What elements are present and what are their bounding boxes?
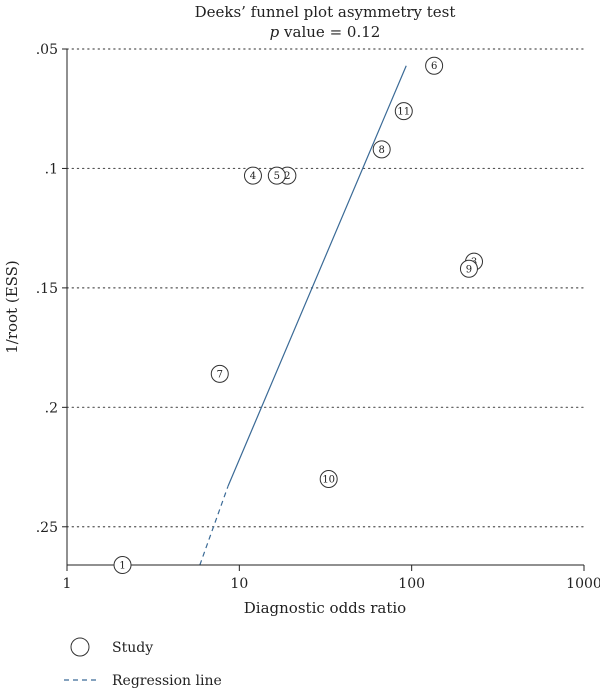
study-label-2: 2 — [284, 171, 290, 182]
study-marker-5 — [267, 166, 286, 185]
study-point-8: 8 — [372, 140, 391, 159]
y-tick-label-1: .1 — [45, 161, 58, 177]
study-label-9: 9 — [466, 264, 472, 275]
legend: Study Regression line — [64, 637, 222, 689]
study-label-8: 8 — [379, 145, 385, 156]
study-marker-6 — [425, 56, 444, 75]
study-point-5: 5 — [267, 166, 286, 185]
y-tick-label-0: .05 — [36, 42, 58, 58]
study-marker-8 — [372, 140, 391, 159]
study-marker-9 — [459, 259, 478, 278]
grid-lines — [66, 48, 585, 528]
study-marker-11 — [394, 102, 413, 121]
regression-solid-segment — [227, 65, 407, 487]
y-tick-label-3: .2 — [45, 400, 58, 416]
study-point-9: 9 — [459, 259, 478, 278]
study-marker-10 — [319, 470, 338, 488]
x-tick-label-1: 10 — [230, 576, 248, 592]
regression-line — [199, 65, 407, 566]
study-point-7: 7 — [210, 364, 229, 383]
legend-study-marker — [70, 637, 90, 657]
subtitle-value: value = 0.12 — [279, 23, 380, 41]
study-label-10: 10 — [322, 475, 335, 486]
x-tick-label-0: 1 — [63, 576, 72, 592]
chart-subtitle: p value = 0.12 — [270, 23, 381, 41]
x-tick-label-3: 1000 — [566, 576, 600, 592]
legend-regression-label: Regression line — [112, 673, 222, 689]
x-tick-label-2: 100 — [398, 576, 425, 592]
chart-title: Deeks’ funnel plot asymmetry test — [195, 3, 456, 21]
study-point-6: 6 — [425, 56, 444, 75]
y-tick-label-4: .25 — [36, 520, 58, 536]
study-points: 1234567891011 — [113, 56, 484, 574]
study-point-10: 10 — [319, 470, 338, 488]
y-tick-label-2: .15 — [36, 281, 58, 297]
study-label-7: 7 — [217, 369, 223, 380]
study-point-11: 11 — [394, 102, 413, 121]
study-marker-4 — [243, 166, 262, 185]
study-marker-1 — [113, 556, 132, 574]
y-axis-label: 1/root (ESS) — [3, 260, 21, 354]
study-label-1: 1 — [119, 561, 125, 572]
study-label-5: 5 — [274, 171, 280, 182]
study-label-6: 6 — [431, 61, 437, 72]
study-marker-7 — [210, 364, 229, 383]
study-point-1: 1 — [113, 556, 132, 574]
legend-study-label: Study — [112, 640, 153, 656]
axes: .05 .1 .15 .2 .25 1 10 100 1000 — [36, 42, 600, 592]
regression-dashed-segment — [199, 485, 229, 566]
subtitle-p: p — [270, 23, 280, 41]
x-axis-label: Diagnostic odds ratio — [244, 599, 406, 617]
study-point-4: 4 — [243, 166, 262, 185]
study-label-11: 11 — [397, 107, 410, 118]
study-label-4: 4 — [250, 171, 256, 182]
